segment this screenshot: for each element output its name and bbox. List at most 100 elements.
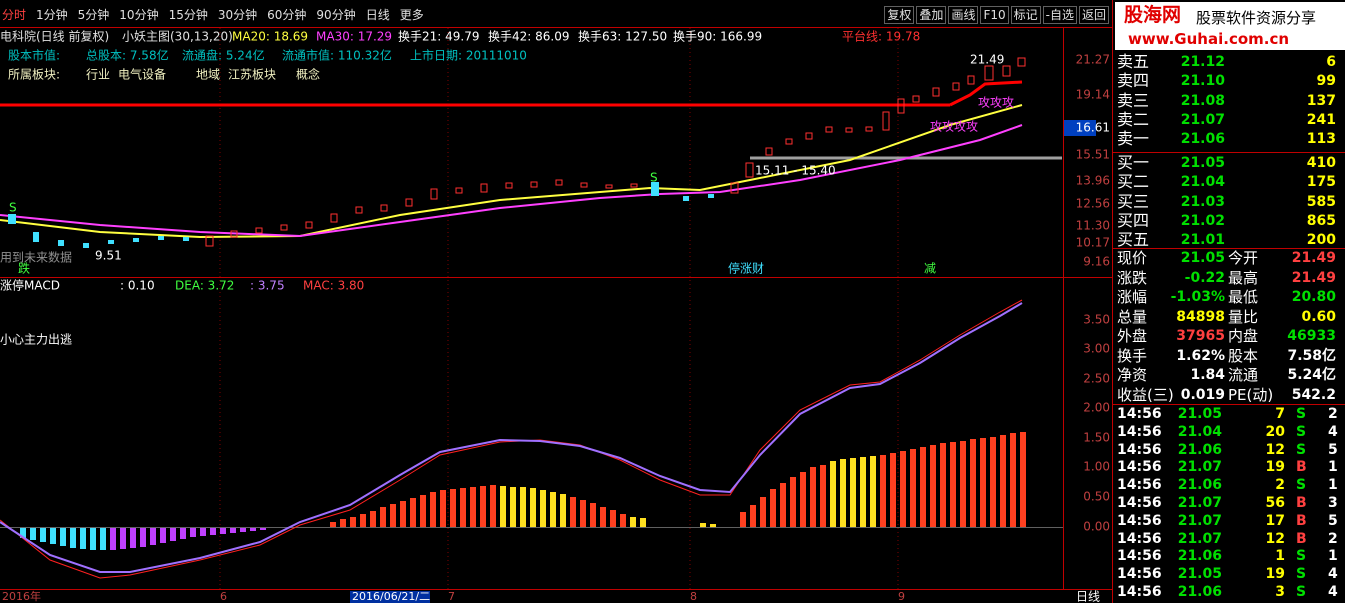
toolbar-button[interactable]: 日线: [365, 8, 390, 22]
toolbar-button[interactable]: 标记: [1010, 6, 1041, 24]
quote-value: 0.60: [1301, 308, 1336, 325]
quote-value: 21.49: [1291, 250, 1336, 266]
toolbar-button[interactable]: F10: [980, 6, 1009, 24]
tick-time: 14:56: [1117, 459, 1162, 476]
tick-price: 21.07: [1177, 512, 1222, 529]
order-level: 卖五: [1117, 52, 1150, 71]
indicator-value: : 0.10: [120, 279, 155, 293]
quote-label: 流通: [1228, 366, 1259, 384]
tick-volume: 12: [1265, 530, 1285, 547]
tick-side: S: [1296, 406, 1307, 422]
toolbar-button[interactable]: 60分钟: [267, 8, 307, 22]
toolbar-button[interactable]: 30分钟: [217, 8, 258, 22]
toolbar-button[interactable]: 画线: [948, 6, 979, 24]
toolbar-button[interactable]: 15分钟: [168, 8, 208, 22]
annotation: 停涨财: [728, 261, 764, 276]
toolbar-button[interactable]: 1分钟: [36, 8, 68, 22]
dea-line: [0, 302, 1023, 573]
quote-label: 涨跌: [1117, 268, 1148, 287]
annotation: 15.11 - 15.40: [755, 164, 836, 178]
quote-label: 收益(三): [1117, 385, 1174, 404]
indicator-name: 小妖主图(30,13,20): [122, 30, 233, 44]
quote-panel: [1113, 0, 1345, 603]
quote-value: -0.22: [1184, 269, 1225, 286]
order-volume: 99: [1316, 73, 1336, 90]
annotation: 21.49: [970, 53, 1004, 67]
quote-label: PE(动): [1228, 385, 1274, 404]
quote-value: 37965: [1176, 328, 1225, 344]
quote-value: 1.84: [1190, 367, 1225, 383]
tick-time: 14:56: [1117, 530, 1162, 547]
info-item: 地域: [196, 68, 220, 82]
tick-price: 21.06: [1177, 477, 1222, 494]
brand-slogan: 股票软件资源分享: [1196, 9, 1317, 27]
macd-tick: 2.00: [1083, 401, 1110, 415]
toolbar-button[interactable]: 5分钟: [77, 8, 110, 22]
separator: [1113, 152, 1345, 153]
macd-bars-magenta: [110, 528, 266, 550]
tick-side: B: [1296, 495, 1307, 511]
annotation: 减: [924, 262, 936, 276]
order-price: 21.04: [1180, 174, 1225, 191]
quote-label: 最高: [1228, 268, 1259, 287]
tick-side: S: [1296, 584, 1307, 600]
panel-borders: [0, 0, 1113, 603]
order-price: 21.02: [1180, 212, 1225, 229]
order-price: 21.05: [1180, 155, 1225, 171]
indicator-name: 涨停MACD: [0, 278, 60, 293]
tick-side: B: [1296, 459, 1307, 476]
order-level: 买四: [1117, 210, 1150, 230]
toolbar-button[interactable]: 返回: [1078, 6, 1109, 24]
toolbar-button[interactable]: 10分钟: [119, 8, 159, 22]
macd-tick: 3.00: [1083, 342, 1110, 356]
quote-value: 20.80: [1291, 289, 1336, 305]
date-tick: 8: [690, 590, 697, 603]
date-tick: 2016年: [2, 589, 41, 603]
current-price-box: [1064, 120, 1096, 136]
tick-count: 4: [1328, 566, 1338, 583]
tick-volume: 17: [1265, 512, 1285, 529]
toolbar-button[interactable]: 分时: [2, 8, 27, 22]
tick-volume: 3: [1275, 584, 1285, 600]
order-price: 21.03: [1180, 193, 1225, 210]
quote-value: 5.24亿: [1287, 367, 1336, 383]
tick-time: 14:56: [1117, 512, 1162, 529]
order-volume: 410: [1306, 155, 1336, 171]
tick-time: 14:56: [1117, 584, 1162, 600]
indicator-value: MAC: 3.80: [303, 279, 364, 293]
macd-tick: 1.00: [1083, 460, 1110, 474]
quote-label: 净资: [1117, 366, 1148, 384]
quote-label: 换手: [1117, 346, 1148, 365]
platform-line: [949, 80, 1023, 107]
separator: [1113, 404, 1345, 405]
quote-label: 外盘: [1117, 327, 1148, 345]
order-level: 买一: [1117, 153, 1150, 172]
tick-side: B: [1296, 530, 1307, 547]
tick-price: 21.05: [1177, 566, 1222, 583]
order-price: 21.10: [1180, 73, 1225, 90]
info-item: 所属板块:: [8, 68, 60, 82]
order-level: 卖二: [1117, 109, 1150, 129]
toolbar-button[interactable]: 更多: [399, 8, 424, 22]
annotation: 9.51: [95, 249, 122, 263]
toolbar-button[interactable]: 90分钟: [316, 8, 356, 22]
order-level: 买三: [1117, 191, 1150, 211]
grid: [219, 28, 899, 590]
ma-value: MA20: 18.69: [232, 30, 308, 44]
info-item: 行业: [86, 68, 110, 82]
toolbar-button[interactable]: -自选: [1042, 6, 1077, 24]
tick-price: 21.06: [1177, 584, 1222, 600]
toolbar-button[interactable]: 叠加: [916, 6, 947, 24]
info-item: 流通市值: 110.32亿: [282, 48, 392, 63]
chart-area: 电科院(日线 前复权) 小妖主图(30,13,20) MA20: 18.69 MA30…: [0, 0, 1113, 603]
order-volume: 113: [1306, 131, 1336, 148]
order-level: 买五: [1117, 230, 1150, 250]
price-tick: 9.16: [1083, 255, 1110, 269]
macd-tick: 1.50: [1083, 431, 1110, 445]
macd-tick: 3.50: [1083, 313, 1110, 327]
quote-value: 21.49: [1291, 269, 1336, 286]
info-item: 概念: [296, 67, 320, 82]
toolbar-button[interactable]: 复权: [884, 6, 915, 24]
macd-tick: 2.50: [1083, 372, 1110, 386]
price-tick: 15.51: [1076, 148, 1110, 162]
